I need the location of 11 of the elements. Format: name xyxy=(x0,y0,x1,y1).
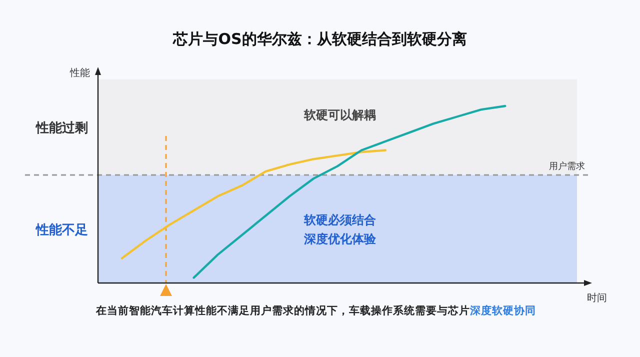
annotation: 软硬必须结合 xyxy=(303,213,377,227)
annotation: 软硬可以解耦 xyxy=(303,108,376,122)
ref-line-label: 用户需求 xyxy=(549,161,585,172)
y-axis-title: 性能 xyxy=(69,67,90,79)
band-label: 性能过剩 xyxy=(35,120,88,136)
band-label: 性能不足 xyxy=(35,222,88,238)
text: 在当前智能汽车计算性能不满足用户需求的情况下，车载操作系统需要与芯片 xyxy=(95,304,470,317)
chart-title: 芯片与OS的华尔兹：从软硬结合到软硬分离 xyxy=(172,30,467,48)
x-axis-title: 时间 xyxy=(587,292,607,304)
text: 深度软硬协同 xyxy=(469,304,536,317)
annotation: 深度优化体验 xyxy=(303,232,377,246)
